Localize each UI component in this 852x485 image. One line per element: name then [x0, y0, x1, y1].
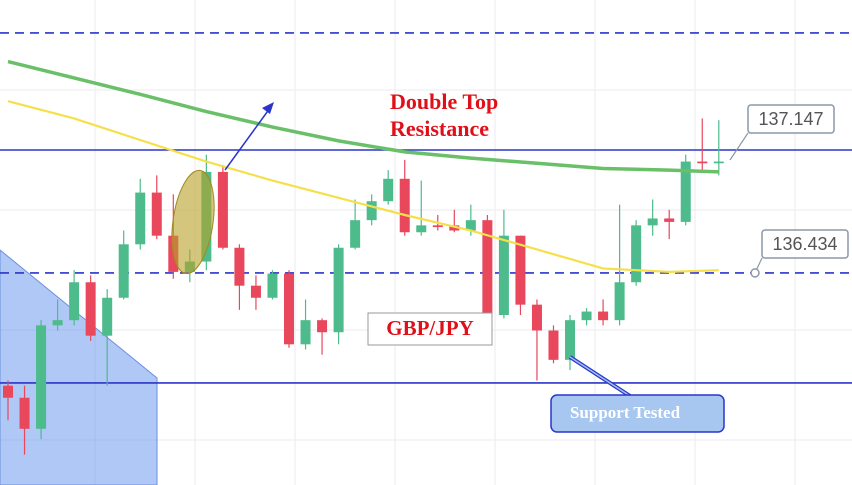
- candle-body: [102, 297, 113, 336]
- candle-body: [598, 311, 609, 321]
- candle-body: [366, 201, 377, 221]
- arrow-head: [262, 102, 274, 114]
- candle-body: [416, 225, 427, 233]
- candle-body: [697, 161, 708, 164]
- candle-body: [647, 218, 658, 226]
- candle-body: [631, 225, 642, 283]
- candle-body: [713, 161, 724, 164]
- label-anchor: [750, 268, 760, 278]
- candle-body: [3, 385, 13, 398]
- support-box: [550, 394, 725, 433]
- candle-body: [85, 282, 96, 336]
- candle-body: [250, 285, 261, 298]
- candle-body: [482, 220, 493, 315]
- candle-body: [548, 330, 559, 360]
- candle-body: [333, 247, 344, 333]
- price-label: 136.434: [772, 234, 837, 254]
- candle-body: [614, 282, 625, 321]
- annotation: Double Top: [390, 89, 498, 114]
- annotation: Support Tested: [570, 403, 681, 422]
- price-label: 137.147: [758, 109, 823, 129]
- label-leader: [729, 132, 749, 161]
- candle-body: [531, 304, 542, 331]
- candle-body: [135, 192, 146, 245]
- candle-body: [217, 171, 228, 248]
- moving-average: [7, 59, 719, 174]
- candle-body: [118, 244, 129, 298]
- candle-body: [581, 311, 592, 321]
- candle-body: [680, 161, 691, 222]
- candle-body: [498, 235, 509, 315]
- candle-body: [664, 218, 675, 222]
- moving-average: [7, 100, 719, 273]
- candle-body: [151, 192, 162, 236]
- candle-body: [432, 225, 443, 228]
- pair-box: [367, 312, 493, 346]
- candle-body: [284, 273, 295, 345]
- candle-body: [449, 225, 460, 231]
- candle-body: [52, 320, 63, 326]
- pointer: [569, 356, 631, 397]
- double-top-highlight: [171, 169, 215, 275]
- price-label-box: [747, 104, 835, 134]
- candle-body: [350, 220, 361, 248]
- candle-body: [234, 247, 245, 286]
- arrow: [224, 107, 271, 171]
- candle-body: [317, 320, 328, 333]
- candle-body: [19, 397, 30, 429]
- candle-body: [465, 220, 476, 231]
- candle-body: [399, 178, 410, 233]
- candle-body: [300, 320, 311, 345]
- candle-body: [69, 282, 80, 321]
- candle-body: [267, 273, 278, 298]
- candle-body: [515, 235, 526, 305]
- candle-body: [565, 320, 576, 360]
- candle-body: [383, 178, 394, 202]
- price-label-box: [761, 229, 849, 259]
- candle-body: [36, 325, 47, 429]
- annotation: Resistance: [390, 116, 489, 141]
- pair-label: GBP/JPY: [386, 316, 474, 340]
